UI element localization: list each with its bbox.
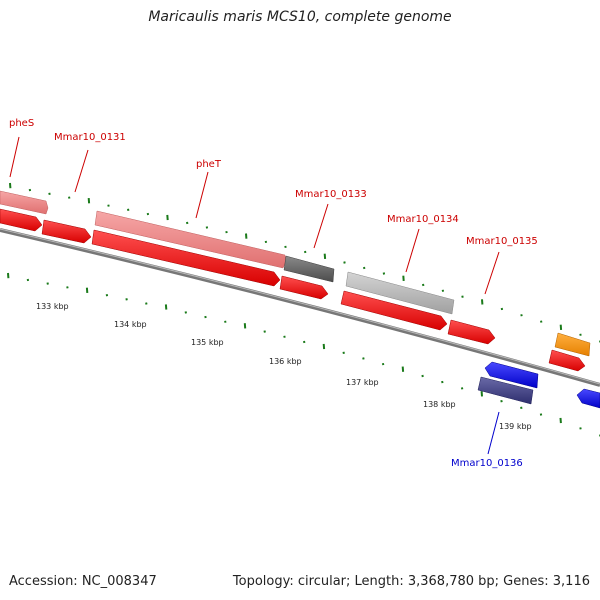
feature-mmar10-0131[interactable] xyxy=(41,219,92,244)
genome-summary-text: Topology: circular; Length: 3,368,780 bp… xyxy=(232,574,590,589)
feature-right-red-cds[interactable] xyxy=(548,349,586,372)
gene-label-phet[interactable]: pheT xyxy=(196,159,222,170)
scale-label-139: 139 kbp xyxy=(499,422,532,431)
feature-phes-outer[interactable] xyxy=(0,190,49,215)
feature-mmar10-0133[interactable] xyxy=(279,275,329,300)
genome-title: Maricaulis maris MCS10, complete genome xyxy=(148,9,452,25)
feature-mmar10-0134[interactable] xyxy=(340,290,448,331)
feature-mmar10-0135[interactable] xyxy=(447,319,496,345)
feature-phet[interactable] xyxy=(91,229,281,287)
reverse-label-leader xyxy=(487,411,500,455)
gene-label-mmar10-0135[interactable]: Mmar10_0135 xyxy=(466,236,538,247)
feature-phes[interactable] xyxy=(0,208,43,232)
gene-label-mmar10-0133[interactable]: Mmar10_0133 xyxy=(295,189,367,200)
gene-label-mmar10-0134[interactable]: Mmar10_0134 xyxy=(387,214,459,225)
scale-label-137: 137 kbp xyxy=(346,378,379,387)
accession-text: Accession: NC_008347 xyxy=(9,574,157,589)
feature-mmar10-0134-outer[interactable] xyxy=(345,271,455,315)
genome-backbone-highlight xyxy=(0,228,600,385)
gene-label-mmar10-0136[interactable]: Mmar10_0136 xyxy=(451,458,523,469)
scale-label-134: 134 kbp xyxy=(114,320,147,329)
scale-label-135: 135 kbp xyxy=(191,338,224,347)
feature-orange-rna[interactable] xyxy=(554,332,591,357)
outer-tick-track xyxy=(9,182,600,343)
gene-label-mmar10-0131[interactable]: Mmar10_0131 xyxy=(54,132,126,143)
genome-backbone xyxy=(0,228,600,387)
scale-label-136: 136 kbp xyxy=(269,357,302,366)
scale-tick-track xyxy=(7,272,600,437)
feature-mmar10-0136[interactable] xyxy=(477,376,534,405)
feature-blue-cds[interactable] xyxy=(484,361,539,389)
scale-label-138: 138 kbp xyxy=(423,400,456,409)
forward-label-leaders xyxy=(9,136,500,295)
feature-right-blue-cds[interactable] xyxy=(576,388,600,409)
scale-label-133: 133 kbp xyxy=(36,302,69,311)
feature-mmar10-0133-outer[interactable] xyxy=(283,255,335,283)
gene-label-phes[interactable]: pheS xyxy=(9,118,34,129)
